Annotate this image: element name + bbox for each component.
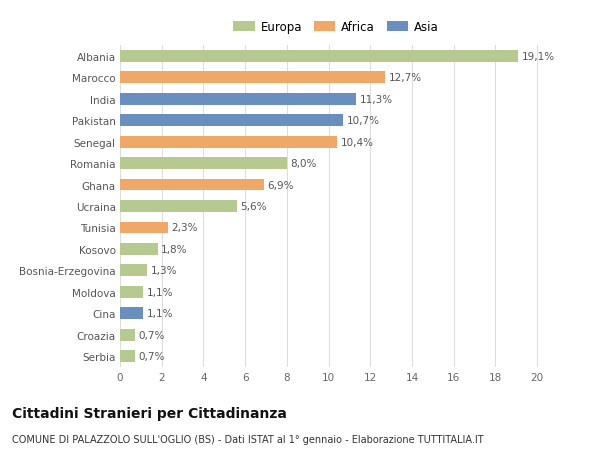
Text: 1,3%: 1,3% xyxy=(151,266,178,276)
Bar xyxy=(120,329,134,341)
Bar xyxy=(120,94,356,106)
Bar xyxy=(120,179,264,191)
Text: 10,4%: 10,4% xyxy=(341,137,374,147)
Text: 12,7%: 12,7% xyxy=(389,73,422,83)
Bar xyxy=(120,72,385,84)
Bar xyxy=(120,351,134,363)
Text: 0,7%: 0,7% xyxy=(139,352,165,362)
Text: 10,7%: 10,7% xyxy=(347,116,380,126)
Bar xyxy=(120,308,143,319)
Bar xyxy=(120,286,143,298)
Bar xyxy=(120,136,337,148)
Bar xyxy=(120,201,237,213)
Text: 1,1%: 1,1% xyxy=(146,287,173,297)
Bar xyxy=(120,222,168,234)
Bar xyxy=(120,115,343,127)
Text: 5,6%: 5,6% xyxy=(241,202,267,212)
Text: 11,3%: 11,3% xyxy=(359,95,392,105)
Text: COMUNE DI PALAZZOLO SULL'OGLIO (BS) - Dati ISTAT al 1° gennaio - Elaborazione TU: COMUNE DI PALAZZOLO SULL'OGLIO (BS) - Da… xyxy=(12,434,484,444)
Text: 1,8%: 1,8% xyxy=(161,244,188,254)
Text: 0,7%: 0,7% xyxy=(139,330,165,340)
Bar xyxy=(120,51,518,62)
Bar xyxy=(120,158,287,170)
Legend: Europa, Africa, Asia: Europa, Africa, Asia xyxy=(230,17,442,37)
Bar xyxy=(120,265,147,277)
Text: 8,0%: 8,0% xyxy=(290,159,317,169)
Text: Cittadini Stranieri per Cittadinanza: Cittadini Stranieri per Cittadinanza xyxy=(12,406,287,420)
Text: 19,1%: 19,1% xyxy=(522,51,555,62)
Text: 2,3%: 2,3% xyxy=(172,223,198,233)
Text: 6,9%: 6,9% xyxy=(268,180,294,190)
Text: 1,1%: 1,1% xyxy=(146,308,173,319)
Bar xyxy=(120,243,158,255)
